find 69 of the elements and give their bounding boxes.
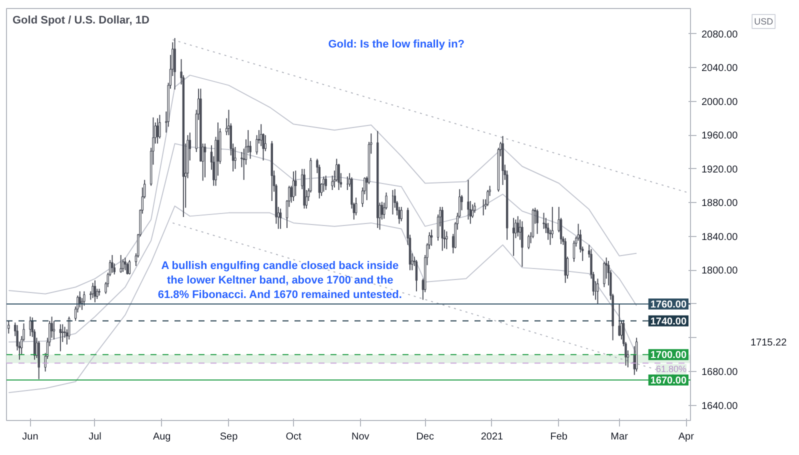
candlestick [120, 254, 122, 274]
candlestick [128, 260, 131, 275]
candlestick [542, 212, 545, 230]
y-tick-label: 2040.00 [702, 63, 738, 74]
y-tick-label: 1640.00 [702, 400, 738, 412]
candlestick [603, 261, 606, 288]
y-tick-label: 2000.00 [702, 96, 738, 108]
candlestick [521, 220, 524, 268]
candlestick [338, 163, 340, 191]
x-tick-label: Mar [610, 432, 629, 442]
candlestick [29, 316, 32, 337]
candlestick [234, 146, 236, 170]
candlestick [536, 208, 538, 234]
line-series [8, 206, 638, 394]
text: Gold Spot / U.S. Dollar, 1D [12, 14, 150, 26]
candlestick [204, 143, 206, 178]
candlestick [174, 38, 176, 90]
candlestick [279, 208, 282, 230]
y-tick-label: 1800.00 [702, 266, 738, 277]
y-tick-label: 1920.00 [702, 164, 738, 176]
ref-line-label: 1740.00 [650, 316, 687, 328]
y-tick-label: 1840.00 [702, 232, 738, 243]
candlestick [528, 234, 530, 250]
x-tick-label: Nov [351, 432, 370, 442]
candlestick [122, 258, 124, 272]
x-tick-label: Sep [220, 432, 238, 442]
candlestick [572, 240, 576, 262]
x-tick-label: Jul [88, 432, 102, 442]
x-tick-label: 2021 [480, 432, 504, 442]
ref-line-label: 1670.00 [650, 375, 687, 386]
x-tick-label: Aug [152, 432, 171, 442]
candlestick [124, 257, 126, 271]
candlestick [512, 217, 515, 256]
candlestick [324, 175, 327, 191]
candlestick [467, 179, 470, 220]
candlestick [292, 170, 295, 202]
ref-line-label: 1700.00 [650, 350, 687, 362]
candlestick [400, 206, 402, 222]
candlestick [446, 230, 448, 250]
candlestick [354, 197, 358, 216]
candlestick [156, 118, 159, 144]
candlestick [618, 303, 620, 337]
x-tick-label: Jun [22, 432, 38, 442]
x-tick-label: Oct [286, 432, 302, 442]
annotation: Gold: Is the low finally in? [328, 38, 465, 50]
y-tick-label: 1680.00 [702, 367, 738, 378]
y-tick-label: 2080.00 [702, 29, 738, 40]
x-tick-label: Feb [550, 432, 568, 442]
y-tick-label: 1880.00 [702, 198, 738, 210]
candlestick [59, 324, 62, 352]
candlestick [516, 216, 519, 237]
ref-line-label: 1760.00 [650, 299, 687, 310]
candlestick [83, 290, 86, 306]
candlestick [596, 278, 599, 304]
candlestick [52, 320, 56, 340]
band-label: 61.80% [656, 364, 687, 374]
text: USD [754, 16, 774, 26]
x-tick-label: Apr [678, 432, 695, 442]
candlestick [111, 254, 114, 274]
candlestick [415, 260, 418, 292]
candlestick [486, 190, 489, 207]
y-tick-label: 1960.00 [702, 130, 738, 142]
annotation: A bullish engulfing candle closed back inside the lower Keltner band, above 1700 and the 61.8% Fibonacci. And 1670 remained untested. [158, 260, 402, 301]
x-tick-label: Dec [416, 432, 434, 442]
candlestick [158, 114, 161, 140]
text: 1715.22 [750, 337, 788, 348]
candlestick [8, 320, 10, 334]
candlestick [322, 176, 325, 192]
candlestick [92, 282, 94, 299]
